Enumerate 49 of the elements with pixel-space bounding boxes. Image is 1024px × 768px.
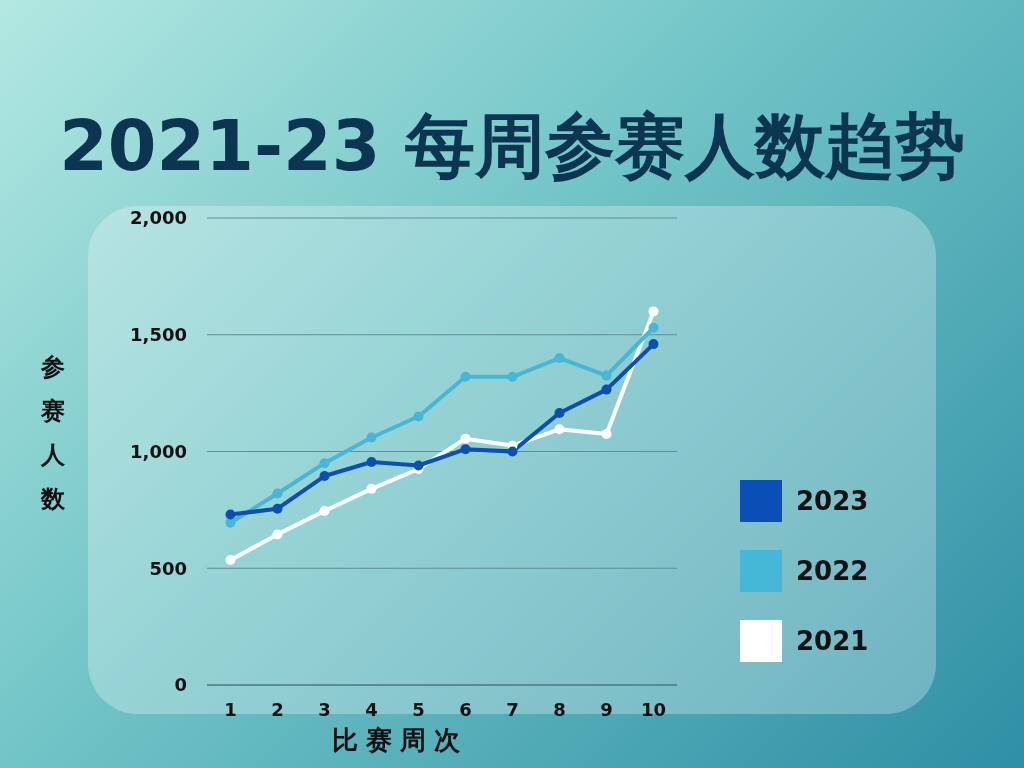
point xyxy=(319,506,330,517)
point xyxy=(225,509,236,520)
point xyxy=(554,424,565,435)
point xyxy=(648,306,659,317)
point xyxy=(601,384,612,395)
point xyxy=(366,457,377,468)
y-axis-title: 参赛人数 xyxy=(40,352,66,515)
legend-label: 2022 xyxy=(796,556,869,586)
point xyxy=(601,428,612,439)
y-tick-label: 0 xyxy=(174,674,187,696)
point xyxy=(507,446,518,457)
x-tick-label: 2 xyxy=(271,698,284,720)
point xyxy=(460,433,471,444)
chart-title: 2021-23 每周参赛人数趋势 xyxy=(58,104,966,189)
x-tick-label: 6 xyxy=(459,698,472,720)
point xyxy=(601,370,612,381)
point xyxy=(460,371,471,382)
point xyxy=(366,432,377,443)
point xyxy=(366,483,377,494)
point xyxy=(319,471,330,482)
x-tick-label: 10 xyxy=(640,698,667,720)
point xyxy=(648,322,659,333)
legend-label: 2021 xyxy=(796,626,869,656)
point xyxy=(554,353,565,364)
x-tick-label: 7 xyxy=(506,698,519,720)
x-axis-title: 比赛周次 xyxy=(331,724,469,757)
x-tick-label: 5 xyxy=(412,698,425,720)
point xyxy=(225,555,236,566)
point xyxy=(319,458,330,469)
point xyxy=(460,444,471,455)
point xyxy=(554,407,565,418)
legend-label: 2023 xyxy=(796,486,869,516)
point xyxy=(648,339,659,350)
point xyxy=(272,529,283,540)
y-tick-label: 1,000 xyxy=(130,440,187,462)
x-tick-label: 1 xyxy=(224,698,237,720)
point xyxy=(272,503,283,514)
x-tick-label: 4 xyxy=(365,698,378,720)
point xyxy=(507,371,518,382)
point xyxy=(225,517,236,528)
point xyxy=(413,460,424,471)
y-tick-label: 2,000 xyxy=(130,207,187,229)
point xyxy=(413,411,424,422)
x-tick-label: 9 xyxy=(600,698,613,720)
x-tick-label: 3 xyxy=(318,698,331,720)
point xyxy=(272,488,283,499)
x-tick-label: 8 xyxy=(553,698,566,720)
y-tick-label: 500 xyxy=(149,557,187,579)
y-tick-label: 1,500 xyxy=(130,324,187,346)
